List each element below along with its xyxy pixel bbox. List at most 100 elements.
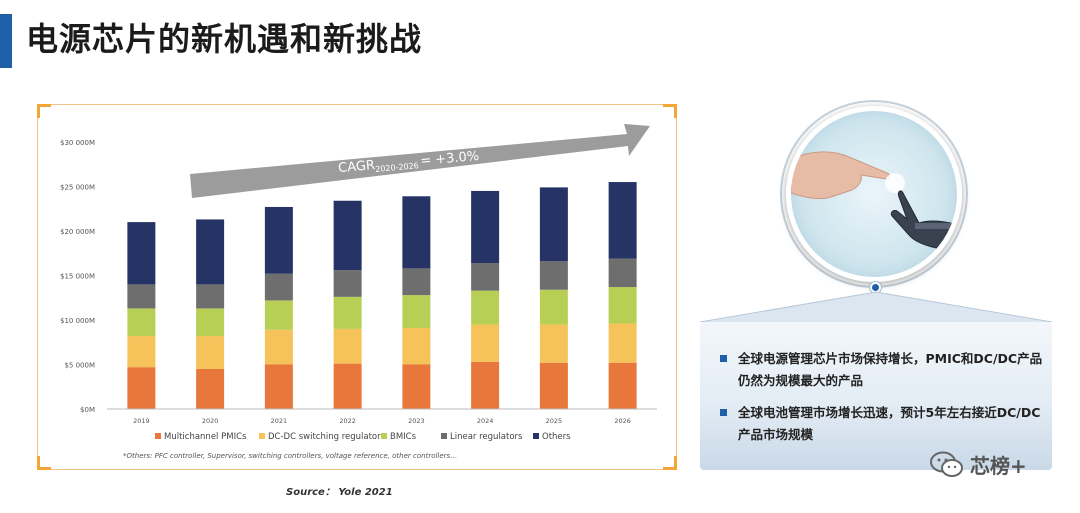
bar-segment	[539, 324, 568, 363]
robot-hand-icon	[890, 190, 957, 252]
bar-segment	[264, 300, 293, 330]
bar-segment	[196, 336, 225, 369]
cagr-arrow-shape	[190, 124, 650, 198]
stacked-bar-chart: CAGR2020-2026= +3.0% $0M$5 000M$10 000M$…	[60, 124, 657, 460]
cagr-arrow: CAGR2020-2026= +3.0%	[190, 124, 650, 198]
bar-segment	[196, 219, 225, 285]
bullet-item: 全球电池管理市场增长迅速，预计5年左右接近DC/DC产品市场规模	[718, 402, 1044, 446]
source-caption: Source： Yole 2021	[286, 487, 393, 498]
frame-corner-top-right	[663, 104, 677, 118]
bar-segment	[402, 328, 431, 365]
bar-segment	[196, 308, 225, 337]
frame-corner-bottom-right	[663, 456, 677, 470]
cagr-label: CAGR2020-2026= +3.0%	[338, 149, 480, 177]
bar-segment	[333, 270, 362, 297]
x-tick-label: 2022	[339, 417, 356, 425]
bar-segment	[333, 363, 362, 409]
y-tick-label: $25 000M	[60, 184, 95, 192]
legend: Multichannel PMICs DC-DC switching regula…	[155, 432, 571, 442]
bar-segment	[127, 336, 156, 368]
y-tick-label: $0M	[80, 406, 95, 414]
bullet-text: 全球电源管理芯片市场保持增长，PMIC和DC/DC产品仍然为规模最大的产品	[738, 351, 1043, 388]
x-tick-label: 2023	[408, 417, 425, 425]
bar-segment	[608, 258, 637, 288]
bar-segment	[402, 364, 431, 409]
info-panel	[700, 322, 1052, 470]
page-title: 电源芯片的新机遇和新挑战	[26, 20, 423, 58]
bar-segment	[471, 361, 500, 409]
legend-label: Multichannel PMICs	[164, 432, 247, 442]
bullet-text: 全球电池管理市场增长迅速，预计5年左右接近DC/DC产品市场规模	[738, 405, 1041, 442]
hand-touch-photo	[786, 106, 962, 282]
bullet-item: 全球电源管理芯片市场保持增长，PMIC和DC/DC产品仍然为规模最大的产品	[718, 348, 1044, 392]
x-tick-label: 2019	[133, 417, 150, 425]
bar-segment	[608, 323, 637, 363]
bullet-square-icon	[720, 409, 727, 416]
legend-swatch	[381, 433, 387, 439]
x-tick-label: 2025	[546, 417, 563, 425]
cagr-subscript: 2020-2026	[375, 161, 419, 174]
legend-swatch	[155, 433, 161, 439]
bar-segment	[608, 287, 637, 324]
bar-segment	[127, 308, 156, 337]
y-tick-label: $5 000M	[64, 362, 95, 370]
y-axis: $0M $5 000M $10 000M $15 000M $20 000M $25 00…	[60, 139, 95, 414]
bar-segment	[264, 206, 293, 274]
bar-segment	[402, 268, 431, 296]
y-tick-label: $20 000M	[60, 228, 95, 236]
bar-segment	[333, 296, 362, 329]
legend-swatch	[259, 433, 265, 439]
bar-segment	[608, 182, 637, 259]
bar-segment	[196, 284, 225, 309]
bar-segment	[127, 367, 156, 409]
bullet-list: 全球电源管理芯片市场保持增长，PMIC和DC/DC产品仍然为规模最大的产品 全球…	[718, 348, 1044, 456]
bar-segment	[402, 295, 431, 329]
x-tick-label: 2020	[202, 417, 219, 425]
bar-segment	[264, 364, 293, 409]
bar-segment	[608, 362, 637, 409]
y-tick-label: $10 000M	[60, 317, 95, 325]
touch-glow	[885, 173, 905, 193]
bar-segment	[539, 289, 568, 325]
bar-segment	[539, 261, 568, 290]
x-axis: 2019 2020 2021 2022 2023 2024 2025 2026	[107, 408, 657, 425]
human-hand-icon	[791, 151, 891, 200]
bar-segment	[127, 284, 156, 309]
bar-segment	[471, 290, 500, 325]
bar-segment	[539, 362, 568, 409]
bar-segment	[402, 196, 431, 269]
frame-corner-bottom-left	[37, 456, 51, 470]
watermark: 芯榜+	[930, 450, 1027, 479]
panel-top-bevel	[700, 291, 1052, 323]
bar-segment	[471, 324, 500, 362]
x-tick-label: 2021	[271, 417, 288, 425]
legend-label: Linear regulators	[450, 432, 523, 442]
bar-segment	[539, 187, 568, 262]
bar-segment	[471, 263, 500, 291]
watermark-text: 芯榜+	[970, 454, 1027, 478]
cagr-base: CAGR	[338, 158, 376, 176]
hand-touch-illustration	[791, 151, 957, 252]
bar-segment	[333, 328, 362, 364]
bar-segment	[196, 368, 225, 409]
bar-segment	[471, 190, 500, 264]
cagr-value: = +3.0%	[420, 149, 480, 169]
bar-segment	[264, 273, 293, 301]
title-accent-bar	[0, 14, 12, 68]
frame-corner-top-left	[37, 104, 51, 118]
y-tick-label: $15 000M	[60, 273, 95, 281]
y-tick-label: $30 000M	[60, 139, 95, 147]
bar-segment	[127, 222, 156, 285]
legend-swatch	[533, 433, 539, 439]
legend-swatch	[441, 433, 447, 439]
legend-label: BMICs	[390, 432, 417, 442]
bars	[127, 182, 637, 409]
x-tick-label: 2024	[477, 417, 494, 425]
legend-label: DC-DC switching regulators	[268, 432, 386, 442]
chart-footnote: *Others: PFC controller, Supervisor, swi…	[123, 452, 457, 460]
robot-hand-detail	[915, 223, 955, 229]
wechat-icon	[930, 451, 963, 477]
bar-segment	[264, 329, 293, 365]
x-tick-label: 2026	[614, 417, 631, 425]
bullet-square-icon	[720, 355, 727, 362]
